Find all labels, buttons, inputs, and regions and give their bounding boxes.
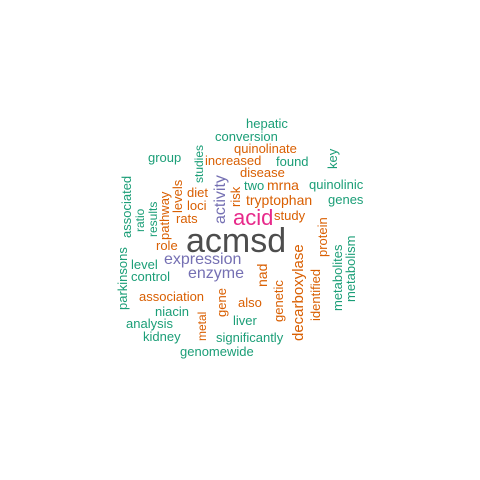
word-studies: studies: [192, 144, 206, 183]
word-control: control: [131, 269, 171, 284]
word-increased: increased: [205, 153, 262, 168]
word-associated: associated: [119, 175, 134, 238]
word-study: study: [274, 208, 306, 223]
word-tryptophan: tryptophan: [246, 192, 313, 208]
word-rats: rats: [176, 211, 198, 226]
word-significantly: significantly: [216, 330, 284, 345]
word-group: group: [148, 150, 182, 165]
word-levels: levels: [170, 179, 185, 213]
word-role: role: [156, 238, 178, 253]
word-genes: genes: [328, 192, 364, 207]
word-also: also: [238, 295, 262, 310]
word-level: level: [131, 257, 158, 272]
word-analysis: analysis: [126, 316, 173, 331]
word-disease: disease: [240, 165, 285, 180]
word-kidney: kidney: [143, 329, 181, 344]
word-metal: metal: [195, 311, 209, 341]
word-mrna: mrna: [267, 177, 299, 193]
word-parkinsons: parkinsons: [115, 247, 130, 310]
word-risk: risk: [228, 186, 243, 207]
word-expression: expression: [164, 251, 242, 268]
word-liver: liver: [233, 313, 257, 328]
word-ratio: ratio: [133, 208, 147, 232]
word-two: two: [244, 178, 265, 193]
word-quinolinic: quinolinic: [309, 177, 364, 192]
word-genetic: genetic: [271, 280, 286, 322]
word-key: key: [325, 148, 340, 169]
word-found: found: [276, 154, 309, 169]
word-hepatic: hepatic: [246, 116, 288, 131]
word-gene: gene: [214, 288, 229, 317]
word-decarboxylase: decarboxylase: [290, 244, 307, 341]
word-results: results: [146, 201, 160, 237]
word-enzyme: enzyme: [188, 265, 245, 282]
word-genomewide: genomewide: [180, 344, 254, 359]
word-association: association: [139, 289, 205, 304]
word-protein: protein: [315, 217, 330, 257]
word-conversion: conversion: [215, 129, 278, 144]
word-loci: loci: [187, 198, 207, 213]
word-acid: acid: [233, 205, 274, 230]
word-quinolinate: quinolinate: [234, 141, 297, 156]
word-activity: activity: [212, 175, 229, 224]
word-metabolism: metabolism: [343, 235, 358, 302]
word-nad: nad: [254, 263, 270, 287]
word-diet: diet: [187, 185, 208, 200]
word-niacin: niacin: [155, 304, 189, 319]
word-acmsd: acmsd: [186, 222, 287, 260]
word-identified: identified: [308, 268, 323, 321]
